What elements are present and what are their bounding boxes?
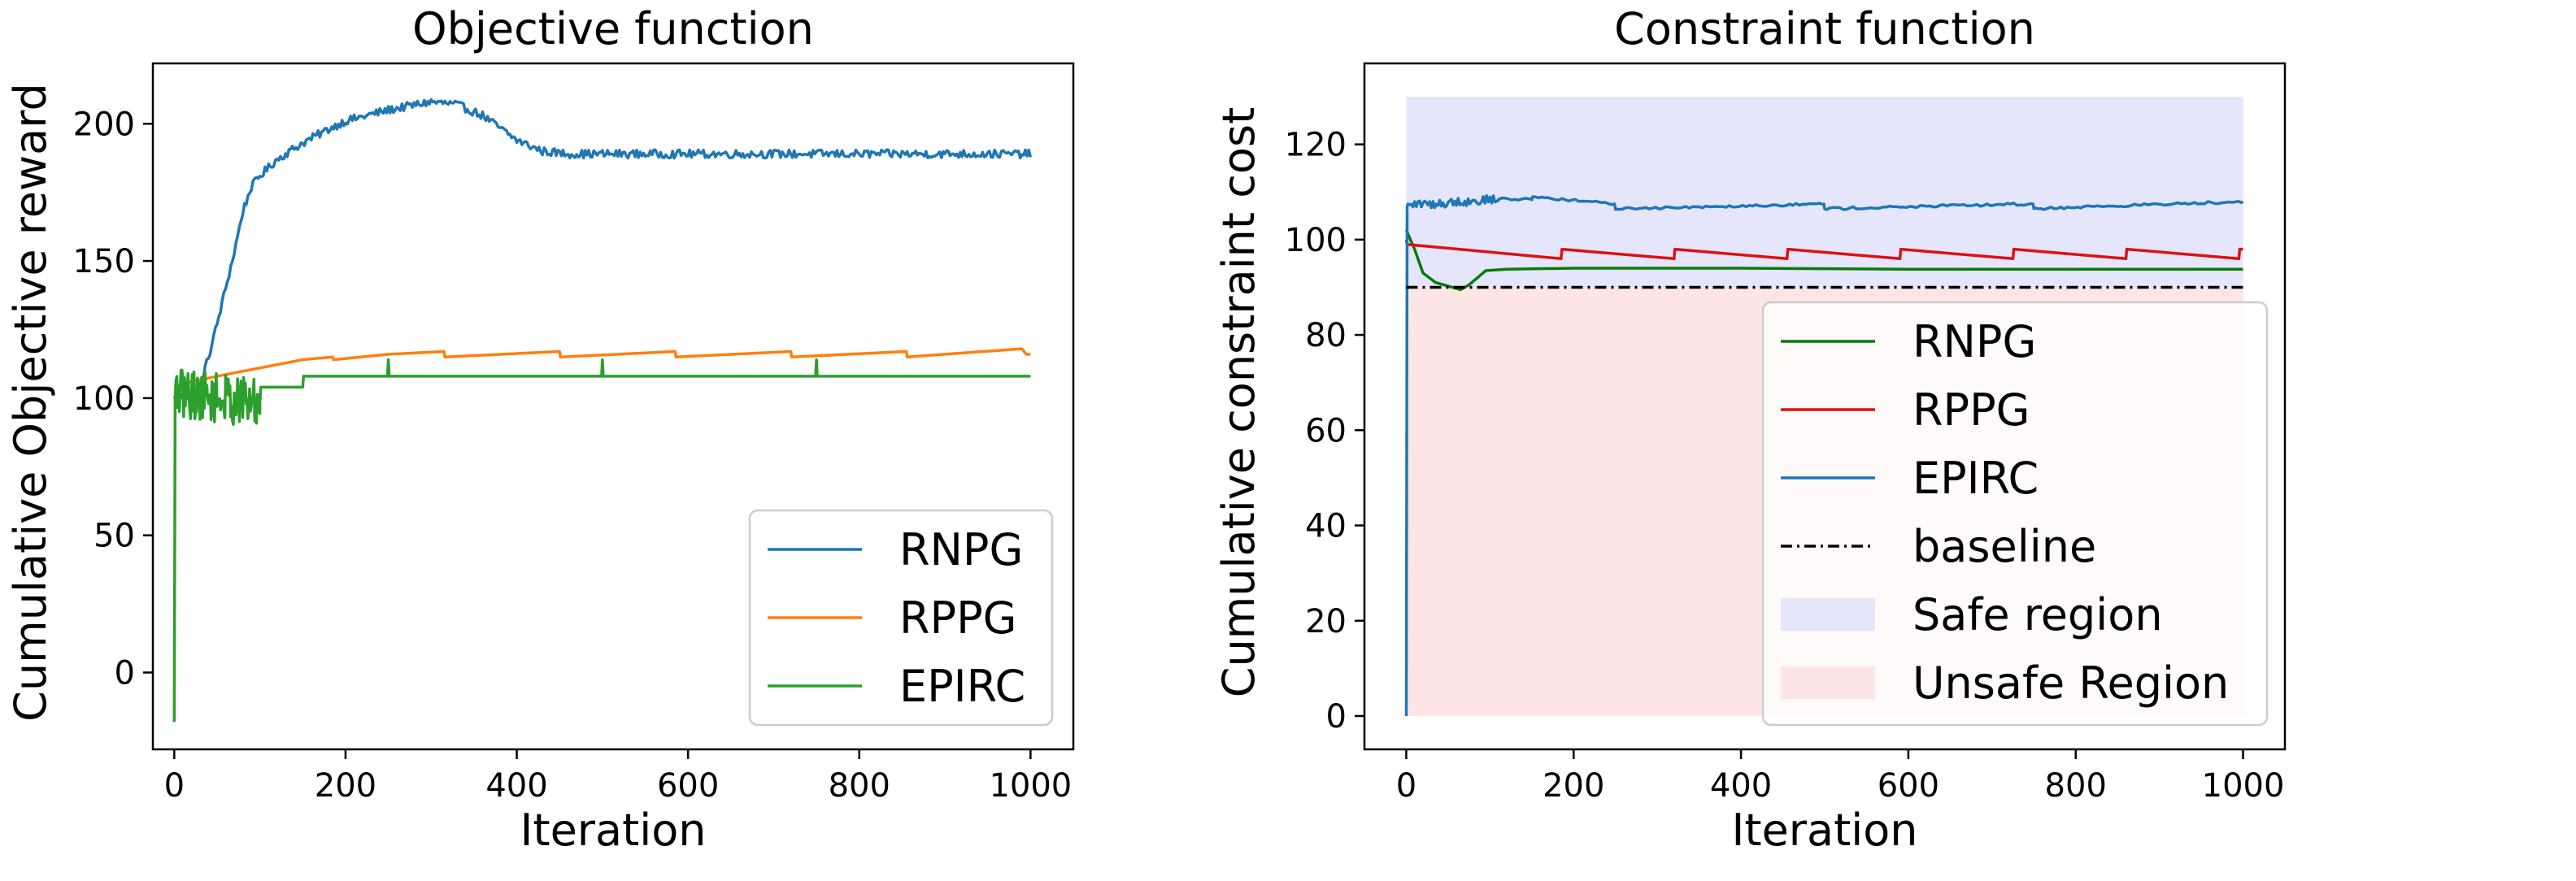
legend-label: Unsafe Region [1912, 657, 2229, 709]
legend-label: RNPG [899, 524, 1023, 575]
series-line-rnpg [1404, 229, 2243, 292]
legend-label: RPPG [899, 592, 1017, 644]
legend-label: baseline [1912, 521, 2096, 572]
series-line-epirc [172, 358, 1031, 723]
x-tick-label: 1000 [989, 767, 1072, 805]
legend-label: RNPG [1912, 316, 2036, 367]
constraint-chart: Constraint function Cumulative constrain… [1213, 3, 2287, 856]
legend-label: EPIRC [899, 661, 1025, 712]
series-line-rppg [1404, 239, 2243, 261]
legend: RNPG RPPG EPIRC [748, 509, 1054, 727]
legend-box [748, 509, 1054, 727]
legend-swatch-region [1781, 666, 1875, 699]
x-tick-label: 800 [829, 767, 890, 805]
y-tick-label: 0 [1326, 698, 1347, 736]
x-tick-label: 0 [164, 767, 185, 805]
x-tick-label: 0 [1396, 767, 1416, 805]
legend-swatch-region [1781, 598, 1875, 631]
y-tick-label: 80 [1305, 317, 1347, 354]
y-tick-label: 50 [94, 518, 135, 555]
y-ticks: 0 50 100 150 200 [73, 106, 153, 692]
series-line-rppg [173, 347, 1031, 389]
x-ticks: 0 200 400 600 800 1000 [1396, 749, 2285, 805]
legend-label: EPIRC [1912, 453, 2039, 504]
x-tick-label: 600 [657, 767, 719, 805]
legend-box [1761, 301, 2269, 727]
y-tick-label: 150 [73, 243, 135, 280]
series-line-rnpg [172, 98, 1033, 402]
x-tick-label: 400 [1710, 767, 1772, 805]
x-tick-label: 600 [1878, 767, 1939, 805]
y-tick-label: 100 [1285, 222, 1347, 259]
legend-label: RPPG [1912, 384, 2030, 436]
legend-label: Safe region [1912, 589, 2163, 640]
y-axis-label: Cumulative Objective reward [5, 83, 56, 722]
x-tick-label: 1000 [2202, 767, 2285, 805]
chart-title: Constraint function [1614, 3, 2035, 54]
x-axis-label: Iteration [1731, 805, 1917, 856]
series-layer [172, 98, 1033, 723]
y-tick-label: 20 [1305, 603, 1347, 640]
x-tick-label: 200 [1543, 767, 1604, 805]
x-tick-label: 200 [315, 767, 376, 805]
y-tick-label: 0 [115, 654, 135, 692]
x-ticks: 0 200 400 600 800 1000 [164, 749, 1072, 805]
plot-frame [1363, 62, 2287, 751]
y-axis-label: Cumulative constraint cost [1213, 107, 1264, 698]
series-line-epirc [1404, 193, 2244, 717]
y-ticks: 0 20 40 60 80 100 120 [1285, 127, 1364, 736]
objective-chart: Objective function Cumulative Objective … [5, 3, 1075, 856]
chart-title: Objective function [412, 3, 814, 54]
y-tick-label: 40 [1305, 508, 1347, 545]
plot-frame [151, 62, 1075, 751]
y-tick-label: 120 [1285, 127, 1347, 164]
x-axis-label: Iteration [520, 805, 706, 856]
y-tick-label: 100 [73, 380, 135, 418]
series-layer [1404, 193, 2244, 717]
y-tick-label: 60 [1305, 412, 1347, 449]
x-tick-label: 400 [485, 767, 547, 805]
x-tick-label: 800 [2045, 767, 2107, 805]
y-tick-label: 200 [73, 106, 135, 143]
legend: RNPG RPPG EPIRC baseline Safe region Unsafe R… [1761, 301, 2269, 727]
